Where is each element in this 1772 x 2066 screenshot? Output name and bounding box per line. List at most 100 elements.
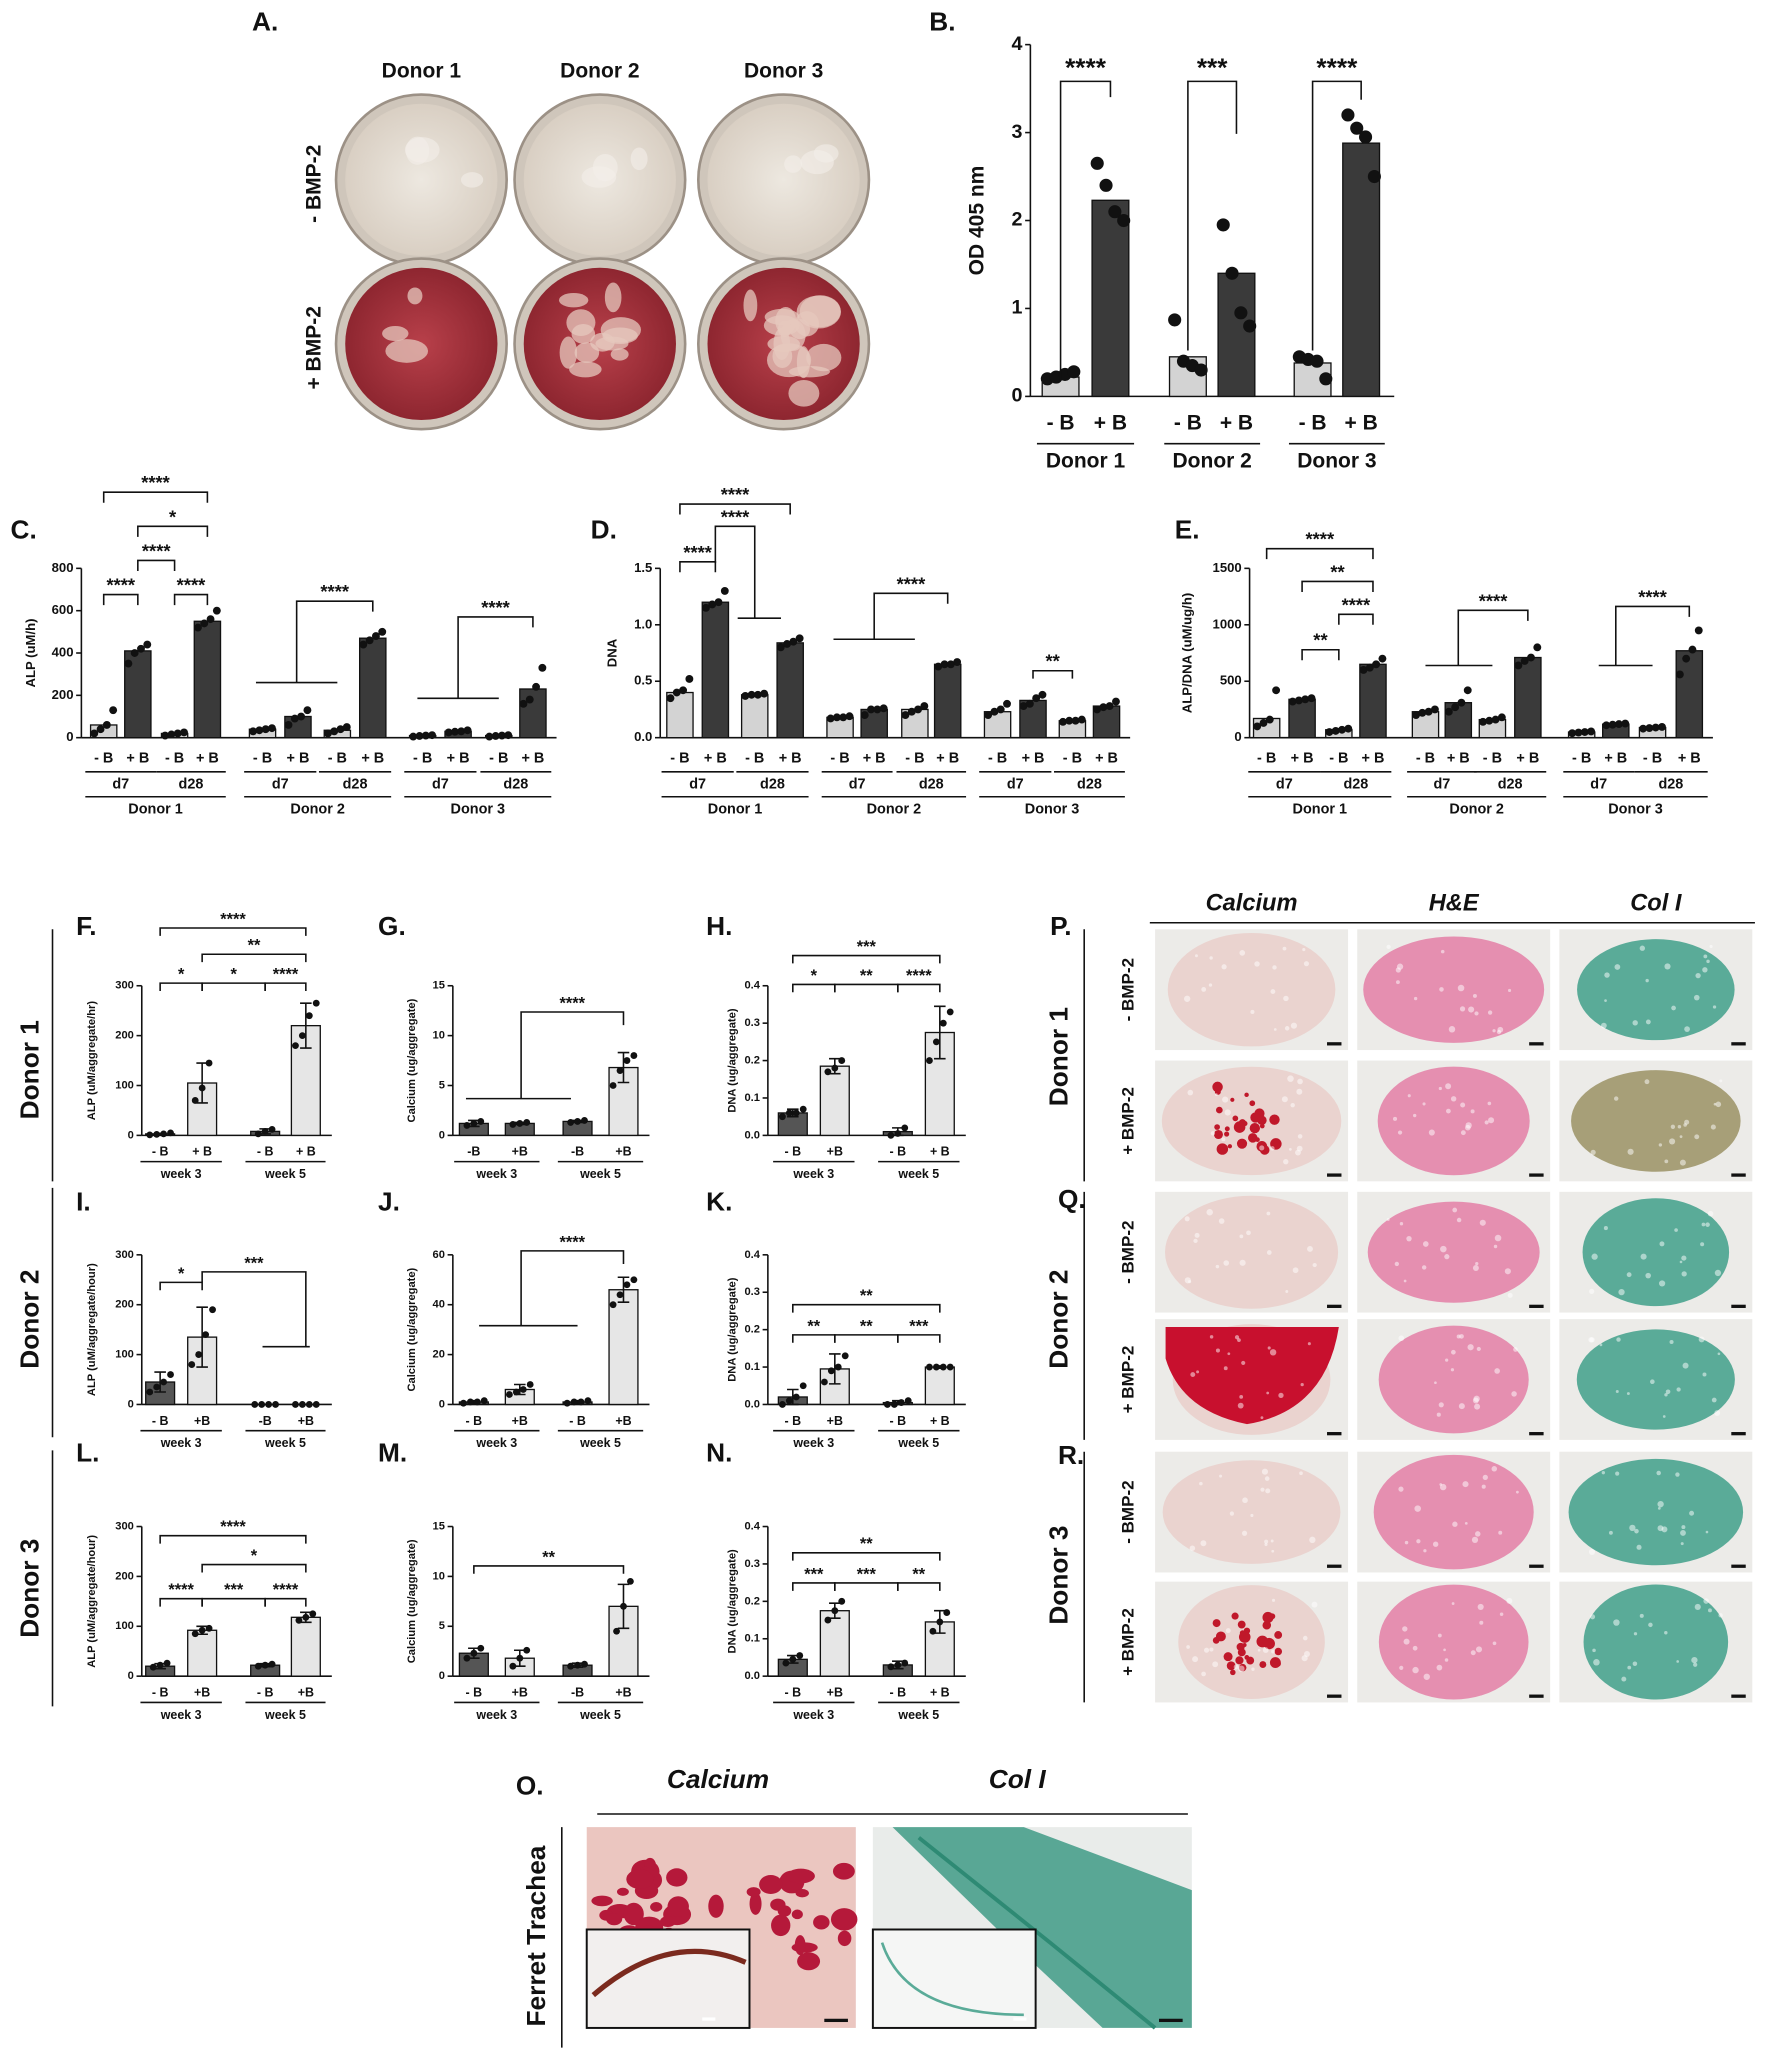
significance-bracket [1615, 605, 1691, 666]
texture [1451, 1602, 1455, 1605]
y-tick-label: 20 [433, 1349, 445, 1361]
inset-tissue [880, 1942, 1024, 2017]
data-point [563, 1399, 571, 1407]
significance-bracket [520, 1250, 625, 1326]
group-label: d7 [1007, 777, 1024, 793]
scale-bar [1731, 1304, 1746, 1308]
calcium-spot [1274, 1647, 1283, 1656]
x-tick-label: - B [466, 1414, 483, 1428]
x-tick-label: + B [1516, 750, 1539, 766]
texture [1464, 1521, 1468, 1525]
texture [1281, 1096, 1288, 1103]
calcium-deposit [786, 1868, 815, 1884]
data-point [473, 1398, 481, 1406]
data-point [1093, 705, 1102, 714]
texture [1717, 1352, 1721, 1356]
calcium-spot [1238, 1119, 1246, 1127]
calcium-spot [1232, 1115, 1239, 1122]
y-axis-label: Calcium (ug/aggregate) [406, 1267, 418, 1391]
x-tick-label: - B [1063, 750, 1082, 766]
x-tick-label: - B [328, 750, 347, 766]
dish-spot [460, 172, 484, 188]
data-point [1608, 720, 1617, 729]
data-point [1491, 715, 1500, 724]
group-label: week 3 [160, 1436, 202, 1450]
significance-label: **** [897, 573, 926, 594]
x-tick-label: + B [704, 750, 727, 766]
data-point [1688, 645, 1697, 654]
scale-bar [1731, 1042, 1746, 1046]
texture [1241, 1360, 1246, 1366]
panel-label: J. [378, 1187, 400, 1217]
texture [1511, 1391, 1517, 1397]
x-tick-label: - B [1643, 750, 1662, 766]
x-tick-label: - B [569, 1414, 586, 1428]
data-point [167, 730, 176, 739]
texture [1714, 1410, 1721, 1416]
data-point [470, 1649, 478, 1657]
tissue [1363, 936, 1545, 1043]
y-axis-label: ALP (uM/h) [23, 619, 38, 688]
texture [1444, 1658, 1449, 1662]
data-point [785, 1109, 793, 1117]
data-point [845, 712, 854, 721]
data-point [146, 1388, 154, 1396]
tissue [1378, 1325, 1529, 1434]
texture [1423, 1549, 1427, 1553]
texture [1445, 1358, 1449, 1362]
data-point [867, 705, 875, 714]
texture [1681, 1255, 1687, 1261]
data-point [516, 1654, 524, 1662]
dish-spot [806, 343, 842, 372]
texture [1639, 1613, 1644, 1618]
calcium-deposit [591, 1895, 613, 1907]
data-point [312, 1401, 320, 1408]
row-label: Donor 2 [14, 1270, 44, 1369]
texture [1664, 963, 1671, 970]
texture [1262, 1647, 1269, 1653]
data-point [146, 1131, 154, 1139]
bar [740, 694, 769, 739]
data-point [137, 644, 145, 653]
significance-bracket [897, 1582, 941, 1591]
significance-label: ** [860, 1535, 873, 1553]
bar [290, 1616, 321, 1677]
data-point [1479, 717, 1487, 726]
significance-bracket [792, 1551, 941, 1561]
texture [1507, 988, 1512, 992]
group-label: week 3 [475, 1436, 517, 1450]
dish-spot [385, 339, 429, 363]
x-tick-label: - B [152, 1414, 169, 1428]
data-point [330, 727, 339, 736]
data-point [1378, 654, 1387, 663]
data-point [365, 636, 374, 645]
bar [1514, 656, 1542, 739]
texture [1448, 1026, 1456, 1033]
texture [1304, 1651, 1310, 1658]
calcium-spot [1244, 1655, 1250, 1660]
texture [1712, 1005, 1717, 1009]
data-point [1090, 156, 1104, 170]
y-axis-label: Calcium (ug/aggregate) [406, 1539, 418, 1663]
y-axis-label: ALP/DNA (uM/ug/h) [1179, 593, 1194, 713]
significance-label: **** [1065, 53, 1107, 83]
x-tick-label: +B [512, 1145, 528, 1159]
texture [1702, 967, 1708, 973]
data-point [920, 702, 929, 711]
data-point [254, 1130, 262, 1138]
texture [1302, 947, 1306, 952]
significance-bracket [137, 559, 176, 571]
group-label: d28 [919, 777, 944, 793]
significance-bracket [1059, 80, 1112, 381]
x-tick-label: - B [1483, 750, 1502, 766]
data-point [839, 713, 848, 722]
texture [1719, 1079, 1723, 1083]
significance-label: *** [857, 1565, 877, 1583]
texture [1413, 996, 1418, 1001]
significance-label: **** [1638, 586, 1667, 607]
calcium-spot [1239, 1630, 1246, 1636]
significance-bracket [792, 1582, 836, 1591]
group-label: Donor 3 [1025, 802, 1079, 818]
data-point [143, 640, 152, 649]
error-bar [154, 1371, 166, 1393]
